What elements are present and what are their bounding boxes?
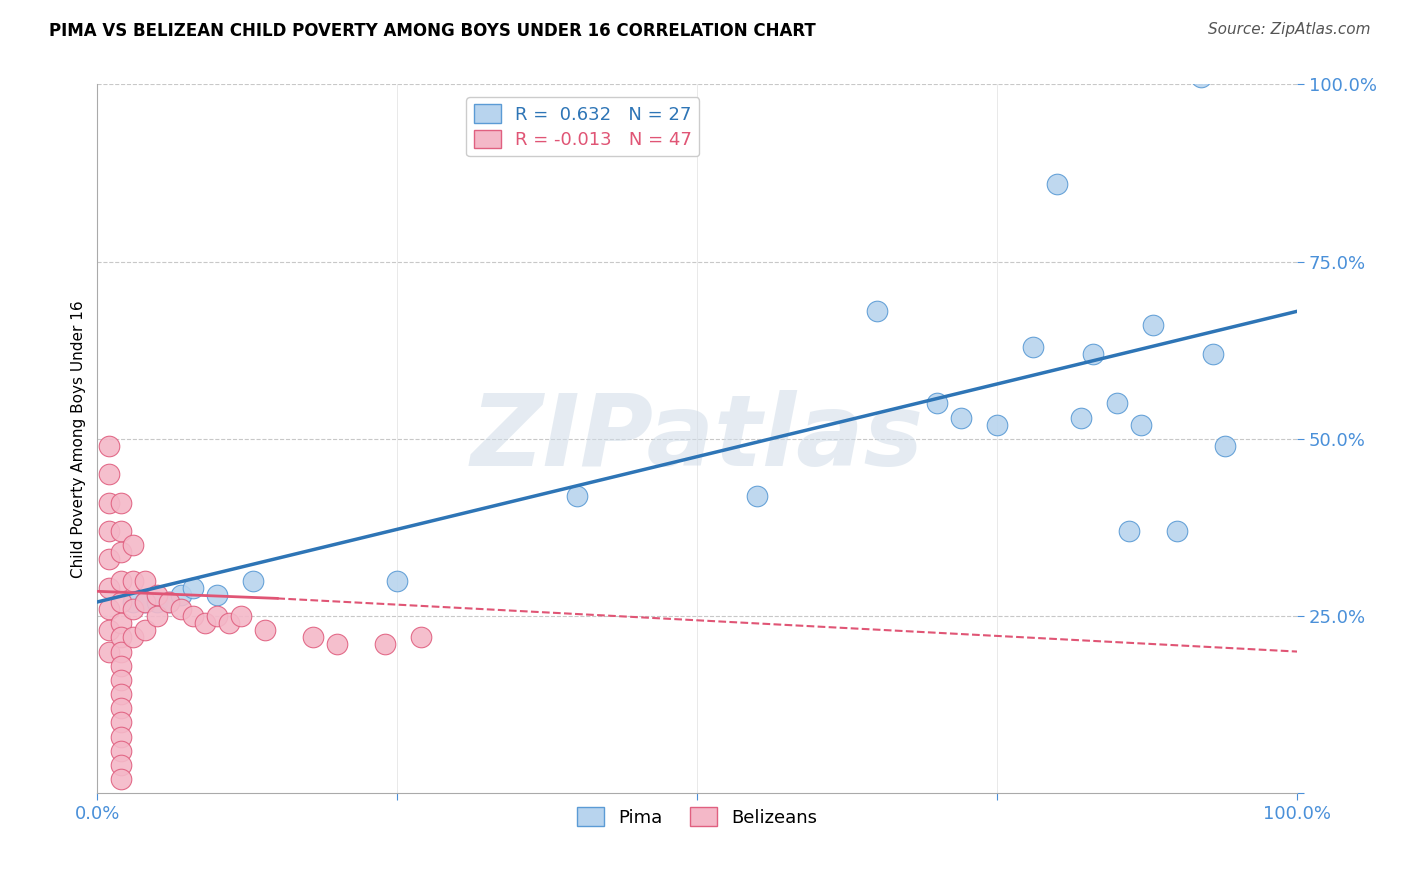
Point [110,616,132,631]
Point [254,624,277,638]
Point [98,552,121,566]
Point [218,616,240,631]
Point [170,602,193,616]
Point [207,609,229,624]
Point [207,588,229,602]
Point [146,595,169,609]
Point [1107,396,1129,410]
Point [1202,347,1225,361]
Text: Source: ZipAtlas.com: Source: ZipAtlas.com [1208,22,1371,37]
Point [122,538,145,552]
Point [110,673,132,687]
Point [110,644,132,658]
Legend: Pima, Belizeans: Pima, Belizeans [569,800,825,834]
Point [110,772,132,787]
Point [110,687,132,701]
Point [1142,318,1164,333]
Point [134,595,156,609]
Point [950,410,973,425]
Y-axis label: Child Poverty Among Boys Under 16: Child Poverty Among Boys Under 16 [72,300,86,578]
Point [183,581,205,595]
Point [183,609,205,624]
Point [98,467,121,482]
Point [134,595,156,609]
Point [1046,177,1069,191]
Point [411,631,433,645]
Point [1189,70,1212,85]
Text: PIMA VS BELIZEAN CHILD POVERTY AMONG BOYS UNDER 16 CORRELATION CHART: PIMA VS BELIZEAN CHILD POVERTY AMONG BOY… [49,22,815,40]
Point [1118,524,1140,538]
Point [98,496,121,510]
Point [110,715,132,730]
Point [122,595,145,609]
Point [110,574,132,588]
Point [146,588,169,602]
Point [110,631,132,645]
Point [110,701,132,715]
Point [110,524,132,538]
Point [1022,340,1045,354]
Point [927,396,949,410]
Point [110,758,132,772]
Point [194,616,217,631]
Point [387,574,409,588]
Point [98,524,121,538]
Point [98,644,121,658]
Point [110,545,132,559]
Point [134,574,156,588]
Point [1070,410,1092,425]
Point [242,574,264,588]
Point [1213,439,1236,453]
Point [567,489,589,503]
Point [1130,417,1153,432]
Point [146,609,169,624]
Point [747,489,769,503]
Point [866,304,889,318]
Point [98,439,121,453]
Point [134,624,156,638]
Point [110,658,132,673]
Point [110,496,132,510]
Point [1166,524,1188,538]
Point [122,574,145,588]
Point [326,638,349,652]
Point [157,595,180,609]
Point [98,624,121,638]
Point [98,602,121,616]
Point [231,609,253,624]
Point [98,581,121,595]
Point [374,638,396,652]
Point [157,595,180,609]
Point [170,588,193,602]
Point [110,744,132,758]
Point [110,730,132,744]
Text: ZIPatlas: ZIPatlas [471,391,924,487]
Point [110,595,132,609]
Point [986,417,1008,432]
Point [302,631,325,645]
Point [122,602,145,616]
Point [1083,347,1105,361]
Point [122,631,145,645]
